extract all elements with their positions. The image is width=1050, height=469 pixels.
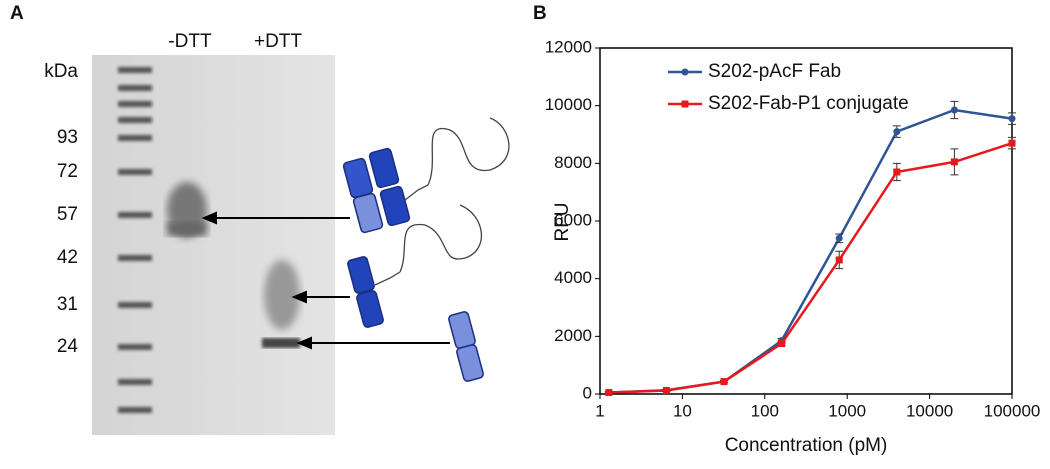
- y-tick-label: 0: [583, 383, 592, 402]
- x-tick-label: 1: [595, 401, 604, 420]
- point: [893, 168, 901, 176]
- marker-label: 31: [57, 294, 78, 315]
- marker-label: 93: [57, 127, 78, 148]
- ladder-band: [118, 212, 152, 218]
- lane-label: +DTT: [254, 31, 302, 52]
- x-tick-label: 10000: [906, 401, 953, 420]
- band: [262, 338, 300, 348]
- legend-marker: [681, 68, 689, 76]
- y-axis-label: RFU: [552, 202, 573, 241]
- fab-cartoons: [342, 147, 484, 382]
- marker-labels: 93 72 57 42 31 24: [57, 127, 79, 357]
- panel-label: A: [10, 3, 24, 24]
- x-tick-label: 100: [751, 401, 779, 420]
- x-tick-label: 100000: [984, 401, 1041, 420]
- point: [950, 158, 958, 166]
- point: [605, 389, 613, 397]
- series-line: [608, 108, 1013, 394]
- y-tick-label: 4000: [554, 268, 592, 287]
- point: [893, 128, 901, 136]
- ladder-band: [118, 169, 152, 175]
- ladder-band: [118, 407, 152, 413]
- point: [778, 340, 786, 348]
- y-tick-label: 10000: [545, 95, 592, 114]
- unit-label: kDa: [44, 61, 78, 82]
- ladder-band: [118, 302, 152, 308]
- x-axis-label: Concentration (pM): [725, 435, 888, 456]
- y-tick-label: 12000: [545, 37, 592, 56]
- ladder-band: [118, 344, 152, 350]
- point: [662, 387, 670, 395]
- x-tick-label: 1000: [828, 401, 866, 420]
- gel: [92, 55, 335, 435]
- lane-label: -DTT: [168, 31, 212, 52]
- point: [835, 256, 843, 264]
- ladder: [118, 67, 152, 413]
- y-tick-label: 2000: [554, 326, 592, 345]
- x-tick-label: 10: [673, 401, 692, 420]
- marker-label: 42: [57, 247, 78, 268]
- panel-label: B: [533, 3, 547, 24]
- ladder-band: [118, 85, 152, 91]
- ladder-band: [118, 117, 152, 123]
- point: [950, 106, 958, 114]
- y-tick-label: 8000: [554, 153, 592, 172]
- band: [264, 260, 300, 330]
- ladder-band: [118, 101, 152, 107]
- point: [1008, 139, 1016, 147]
- ladder-band: [118, 135, 152, 141]
- band: [167, 222, 207, 236]
- y-tick-label: 6000: [554, 210, 592, 229]
- marker-label: 24: [57, 336, 79, 357]
- legend-label: S202-pAcF Fab: [708, 61, 841, 82]
- point: [835, 234, 843, 242]
- ladder-band: [118, 255, 152, 261]
- gel-panel: [92, 55, 510, 435]
- arrows: [201, 211, 450, 350]
- marker-label: 72: [57, 161, 78, 182]
- legend-marker: [681, 100, 689, 108]
- series-line: [608, 141, 1013, 394]
- plot-frame: [599, 47, 1013, 395]
- marker-label: 57: [57, 204, 78, 225]
- ladder-band: [118, 67, 152, 73]
- peptide-cartoons: [374, 117, 510, 286]
- point: [720, 378, 728, 386]
- plot: 0 2000 4000 6000 8000 10000 12000 1 10 100 1000 100…: [545, 37, 1041, 420]
- point: [1008, 115, 1016, 123]
- ladder-band: [118, 379, 152, 385]
- legend-label: S202-Fab-P1 conjugate: [708, 93, 909, 114]
